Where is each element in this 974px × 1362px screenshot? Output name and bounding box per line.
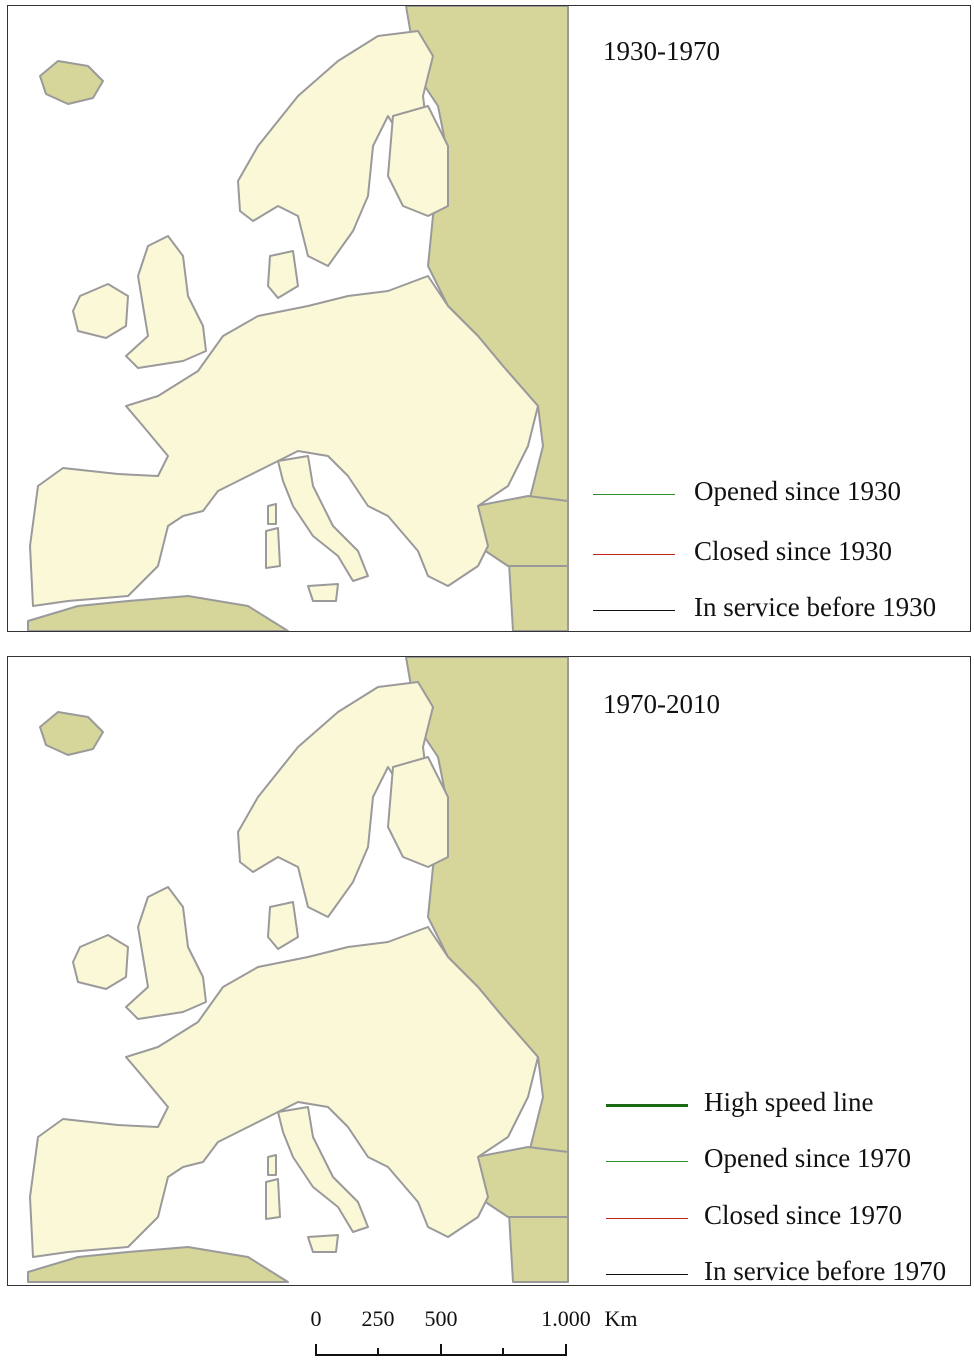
denmark [267,250,299,299]
map-panel-1970-2010: 1970-2010 High speed line Opened since 1… [7,656,971,1286]
legend-item-closed: Closed since 1970 [606,1200,966,1240]
scandinavia [237,681,434,918]
legend-item-in-service: In service before 1930 [593,592,963,631]
denmark [267,901,299,950]
legend-item-closed: Closed since 1930 [593,536,963,576]
iceland [39,60,104,105]
scale-tick-label: 1.000 [541,1306,591,1331]
scandinavia [237,30,434,267]
legend-item-opened: Opened since 1930 [593,476,963,516]
finland [387,105,449,217]
scale-unit: Km [604,1306,638,1331]
continent [29,275,539,607]
map-panel-1930-1970: 1930-1970 Opened since 1930 Closed since… [7,5,971,632]
legend-label: Closed since 1930 [694,536,892,566]
legend-swatch [606,1104,688,1107]
europe-map [27,6,569,631]
legend-swatch [593,494,675,495]
legend-label: Closed since 1970 [704,1200,902,1230]
north-africa [27,595,289,631]
scale-tick-label: 0 [310,1306,322,1331]
europe-map [27,657,569,1283]
north-africa [27,1246,289,1283]
legend-label: In service before 1930 [694,592,937,622]
scale-tick-label: 500 [424,1306,458,1331]
ireland [72,283,129,339]
legend-swatch [606,1161,688,1162]
legend-label: High speed line [704,1087,874,1117]
legend-item-high-speed: High speed line [606,1087,966,1127]
sardinia [265,527,281,569]
turkey [475,1146,569,1218]
legend-swatch [606,1218,688,1219]
legend-label: Opened since 1930 [694,476,901,506]
legend-item-in-service: In service before 1970 [606,1256,966,1286]
scale-tick-label: 250 [361,1306,395,1331]
map-canvas [27,6,569,631]
sicily [307,1234,339,1253]
map-canvas [27,657,569,1283]
legend-swatch [593,610,675,611]
ireland [72,934,129,990]
sicily [307,583,339,602]
continent [29,926,539,1258]
legend-label: Opened since 1970 [704,1143,911,1173]
great-britain [125,235,207,369]
turkey [475,495,569,567]
legend-swatch [593,554,675,555]
finland [387,756,449,868]
great-britain [125,886,207,1020]
period-title: 1970-2010 [603,689,720,719]
sardinia [265,1178,281,1220]
corsica [267,503,277,525]
scale-bar-line [315,1344,567,1356]
corsica [267,1154,277,1176]
legend-swatch [606,1274,688,1275]
italy [277,1106,369,1233]
period-title: 1930-1970 [603,36,720,66]
scale-bar: 0 250 500 1.000 Km [300,1300,638,1360]
legend-label: In service before 1970 [704,1256,947,1286]
italy [277,455,369,582]
legend-item-opened: Opened since 1970 [606,1143,966,1183]
iceland [39,711,104,756]
